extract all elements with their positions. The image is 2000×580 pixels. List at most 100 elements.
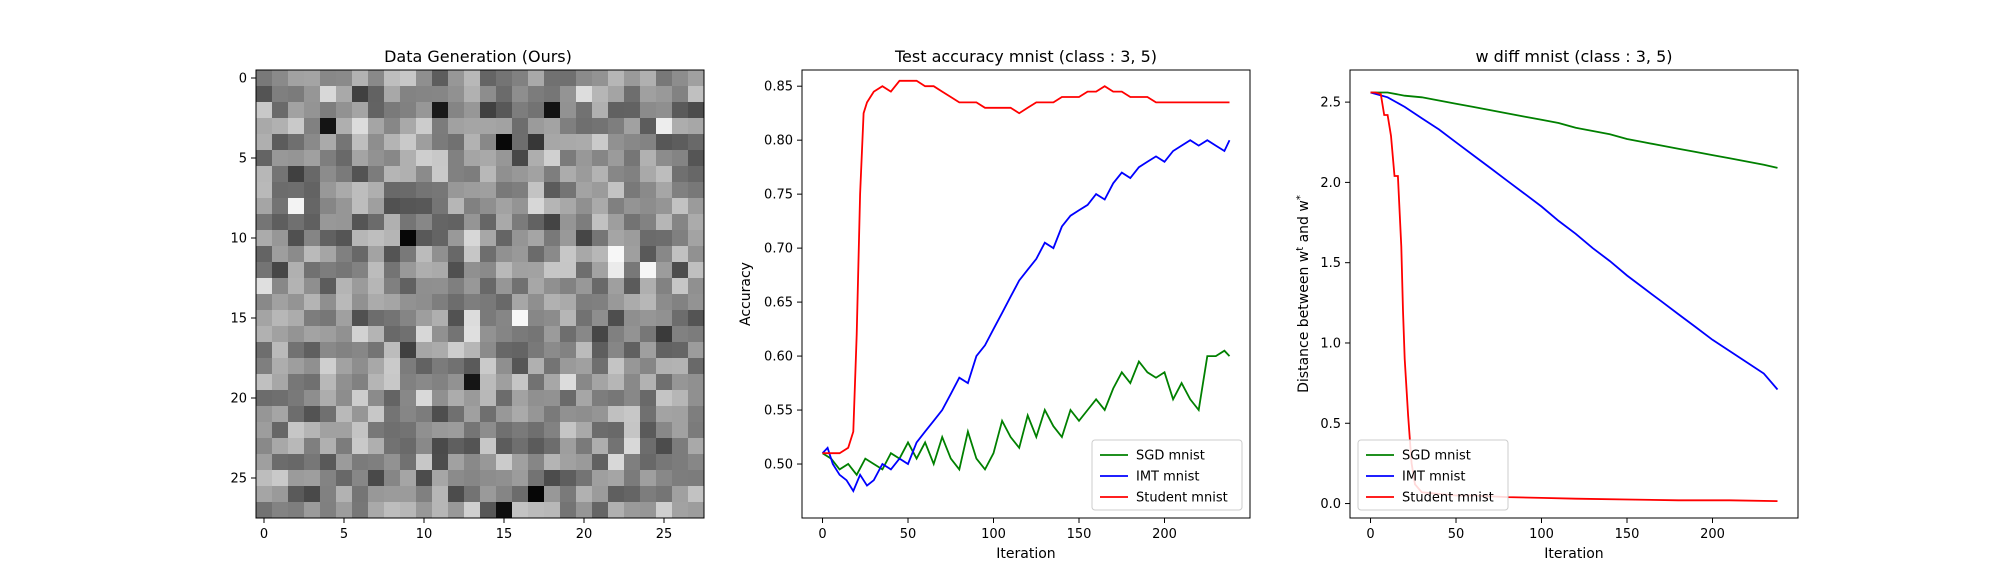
heatmap-cell [656,358,673,375]
heatmap-cell [464,230,481,247]
heatmap-cell [480,182,497,199]
heatmap-cell [320,422,337,439]
heatmap-cell [368,390,385,407]
heatmap-cell [560,150,577,167]
heatmap-cell [384,214,401,231]
heatmap-cell [464,502,481,519]
heatmap-cell [352,262,369,279]
heatmap-cell [336,198,353,215]
heatmap-cell [368,198,385,215]
heatmap-cell [544,470,561,487]
heatmap-cell [496,342,513,359]
heatmap-cell [368,70,385,87]
heatmap-panel: Data Generation (Ours) 0 5 10 15 20 25 0 5 10 15… [230,47,705,542]
heatmap-cell [608,438,625,455]
heatmap-cell [416,454,433,471]
heatmap-cell [448,246,465,263]
heatmap-cell [560,438,577,455]
heatmap-cell [672,118,689,135]
heatmap-cell [368,102,385,119]
heatmap-cell [512,102,529,119]
heatmap-cell [400,230,417,247]
heatmap-cell [448,454,465,471]
heatmap-cell [496,278,513,295]
heatmap-cell [592,422,609,439]
heatmap-cell [608,406,625,423]
heatmap-cell [432,470,449,487]
heatmap-cell [608,278,625,295]
heatmap-cell [480,118,497,135]
heatmap-cell [272,102,289,119]
heatmap-cell [304,134,321,151]
heatmap-cell [576,294,593,311]
heatmap-cell [256,246,273,263]
heatmap-cell [528,86,545,103]
heatmap-cell [528,406,545,423]
heatmap-cell [688,278,705,295]
heatmap-cell [288,438,305,455]
heatmap-cell [336,118,353,135]
heatmap-cell [256,502,273,519]
heatmap-cell [672,214,689,231]
heatmap-cell [656,342,673,359]
heatmap-cell [576,198,593,215]
heatmap-cell [416,310,433,327]
heatmap-cell [528,310,545,327]
heatmap-cell [320,486,337,503]
heatmap-cell [336,454,353,471]
heatmap-cell [288,470,305,487]
heatmap-cell [512,134,529,151]
heatmap-cell [480,454,497,471]
heatmap-cell [272,342,289,359]
heatmap-cell [416,166,433,183]
heatmap-cell [432,214,449,231]
heatmap-cell [368,118,385,135]
heatmap-cell [320,310,337,327]
heatmap-cell [448,326,465,343]
y-tick-label: 0.50 [764,458,793,473]
heatmap-cell [288,454,305,471]
heatmap-cell [432,358,449,375]
heatmap-cell [464,390,481,407]
heatmap-cell [432,502,449,519]
heatmap-cell [608,166,625,183]
heatmap-cell [528,486,545,503]
heatmap-cell [624,230,641,247]
heatmap-cell [352,326,369,343]
heatmap-cell [272,214,289,231]
heatmap-cell [512,70,529,87]
heatmap-cell [560,294,577,311]
heatmap-cell [624,486,641,503]
heatmap-cell [672,310,689,327]
heatmap-cell [544,422,561,439]
heatmap-cell [320,70,337,87]
heatmap-cell [656,486,673,503]
x-tick-label: 0 [1366,527,1374,542]
heatmap-cell [688,374,705,391]
heatmap-cell [352,454,369,471]
heatmap-cell [352,374,369,391]
heatmap-cell [576,486,593,503]
heatmap-cell [544,182,561,199]
heatmap-cell [608,198,625,215]
y-tick-label: 1.0 [1320,336,1341,351]
heatmap-cell [576,278,593,295]
heatmap-cell [656,230,673,247]
heatmap-cell [608,326,625,343]
heatmap-cell [272,182,289,199]
heatmap-cell [560,230,577,247]
heatmap-cell [288,102,305,119]
heatmap-cell [480,102,497,119]
heatmap-cell [592,262,609,279]
heatmap-cell [384,454,401,471]
heatmap-cell [608,262,625,279]
x-tick-label: 150 [1615,527,1640,542]
heatmap-cell [400,310,417,327]
heatmap-cell [464,70,481,87]
heatmap-cell [688,262,705,279]
heatmap-cell [480,406,497,423]
heatmap-cell [368,422,385,439]
heatmap-cell [416,134,433,151]
heatmap-cell [432,246,449,263]
heatmap-cell [272,86,289,103]
